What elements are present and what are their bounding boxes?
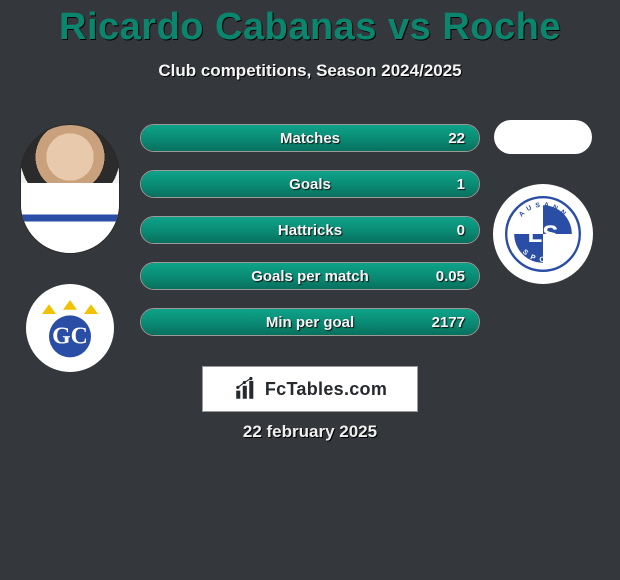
right-player-stack: LS L A U S A N N E S P O R T	[488, 120, 598, 284]
brand-text-part: Tables.com	[286, 379, 387, 399]
stat-fill	[141, 217, 479, 243]
brand-text-part: Fc	[265, 379, 287, 399]
stat-row: Hattricks 0	[140, 216, 480, 244]
brand-badge: FcTables.com	[202, 366, 418, 412]
stat-row: Matches 22	[140, 124, 480, 152]
right-player-photo-placeholder	[494, 120, 592, 154]
left-player-stack: GC	[10, 124, 130, 372]
svg-text:LS: LS	[528, 221, 559, 248]
date-text: 22 february 2025	[0, 422, 620, 442]
brand-text: FcTables.com	[265, 379, 387, 400]
svg-text:GC: GC	[52, 323, 88, 349]
lausanne-sport-icon: LS L A U S A N N E S P O R T	[503, 194, 583, 274]
stat-row: Goals per match 0.05	[140, 262, 480, 290]
left-player-photo	[20, 124, 120, 254]
left-club-badge: GC	[26, 284, 114, 372]
page-title: Ricardo Cabanas vs Roche	[0, 0, 620, 49]
bar-chart-icon	[233, 376, 259, 402]
stat-row: Goals 1	[140, 170, 480, 198]
stat-fill	[141, 125, 479, 151]
stat-fill	[141, 263, 479, 289]
stat-fill	[141, 309, 479, 335]
grasshoppers-icon: GC	[35, 293, 105, 363]
right-club-badge: LS L A U S A N N E S P O R T	[493, 184, 593, 284]
stats-container: Matches 22 Goals 1 Hattricks 0 Goals per…	[140, 124, 480, 354]
stat-fill	[141, 171, 479, 197]
page-subtitle: Club competitions, Season 2024/2025	[0, 61, 620, 81]
stat-row: Min per goal 2177	[140, 308, 480, 336]
